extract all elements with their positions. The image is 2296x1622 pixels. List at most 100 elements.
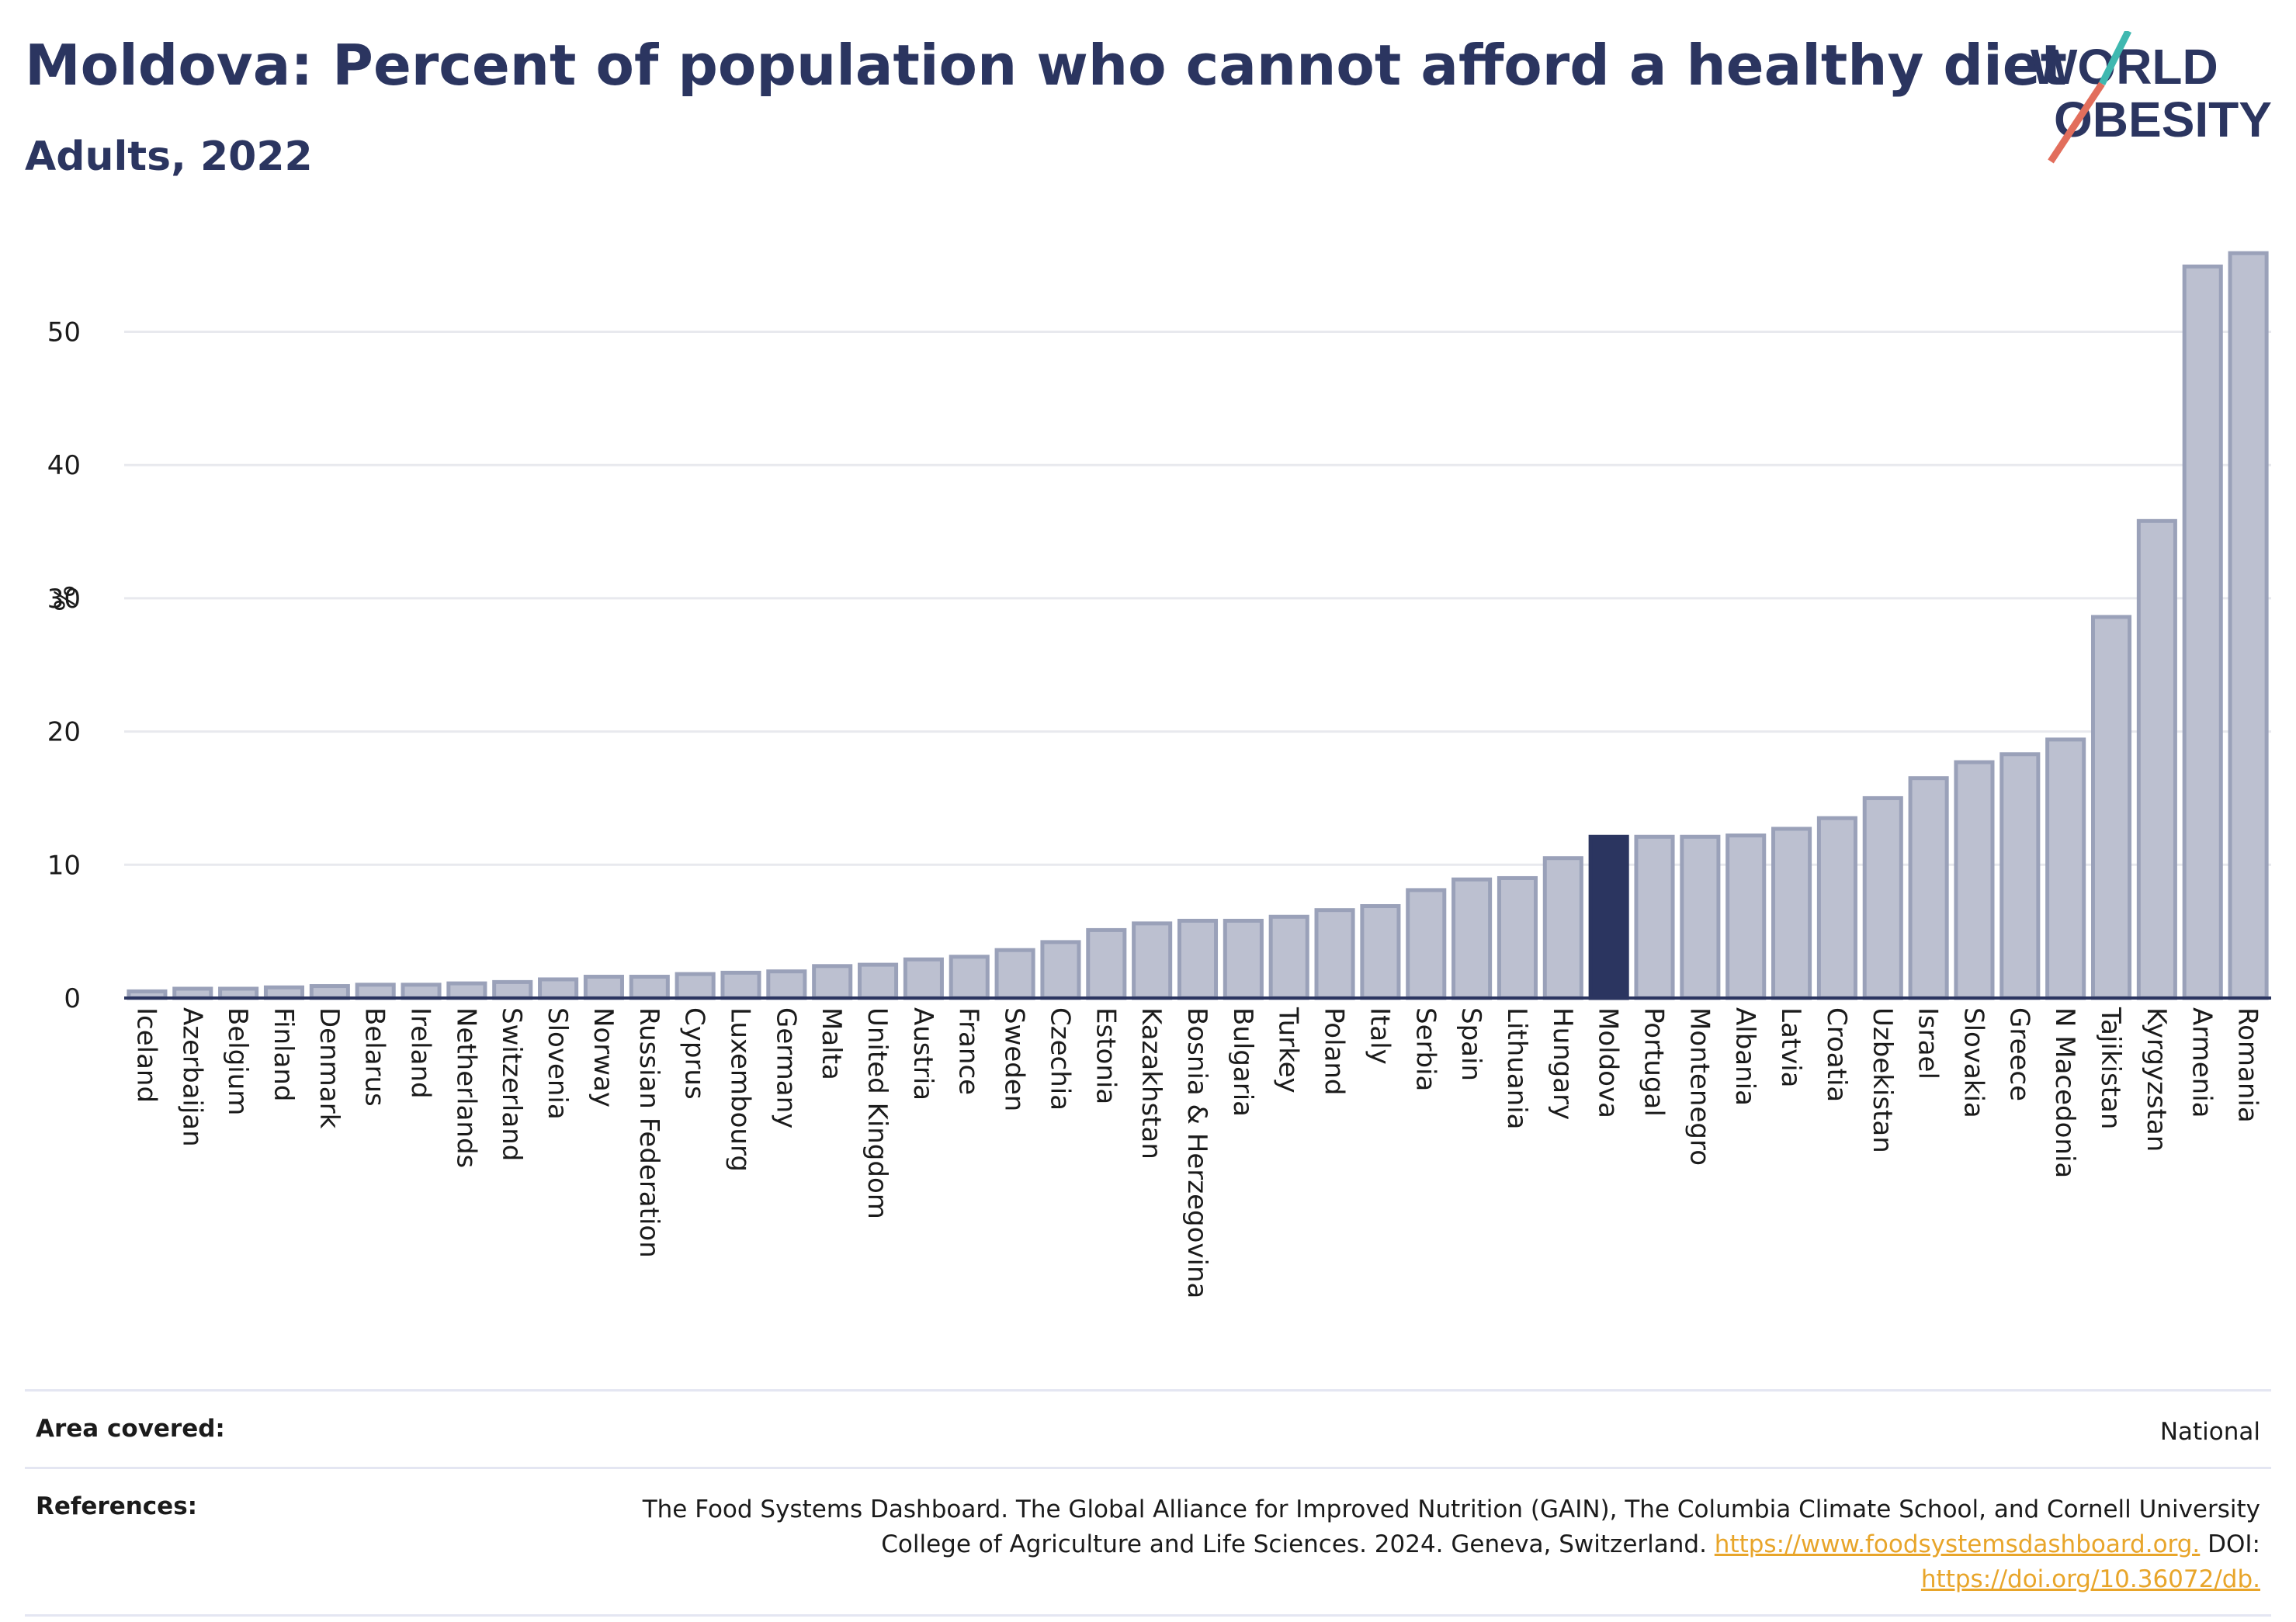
x-tick-label-kazakhstan: Kazakhstan — [1136, 1007, 1167, 1159]
logo-slash-top — [2098, 31, 2132, 86]
bar-lithuania — [1497, 875, 1538, 1000]
x-tick-label-estonia: Estonia — [1090, 1007, 1121, 1104]
y-tick-label-20: 20 — [47, 717, 81, 748]
bar-finland — [263, 985, 305, 1000]
bar-russian-federation — [629, 975, 670, 1000]
bar-uzbekistan — [1862, 795, 1903, 1000]
x-tick-label-croatia: Croatia — [1821, 1007, 1852, 1102]
bar-slovakia — [1954, 760, 1995, 1000]
x-tick-label-slovakia: Slovakia — [1958, 1007, 1989, 1118]
foodsystems-dashboard-link[interactable]: https://www.foodsystemsdashboard.org. — [1714, 1530, 2201, 1558]
y-axis-label: % — [47, 585, 79, 612]
bar-kazakhstan — [1132, 921, 1173, 1000]
y-tick-label-0: 0 — [64, 983, 81, 1014]
x-tick-label-serbia: Serbia — [1410, 1007, 1441, 1091]
bar-slovenia — [538, 977, 579, 1000]
x-tick-label-turkey: Turkey — [1273, 1007, 1304, 1093]
area-covered-row: Area covered: National — [25, 1389, 2271, 1467]
bar-chart: 0 10 20 30 40 50% Iceland Azerbaijan Belgium Finl… — [47, 251, 2271, 1298]
x-tick-label-norway: Norway — [588, 1007, 619, 1107]
y-tick-label-30: 30 — [47, 584, 81, 615]
x-tick-label-greece: Greece — [2003, 1007, 2034, 1101]
logo-word-world: WORLD — [2031, 39, 2218, 95]
bar-switzerland — [492, 979, 533, 1000]
reference-line-2-text: College of Agriculture and Life Sciences… — [881, 1530, 1707, 1558]
x-tick-label-armenia: Armenia — [2187, 1007, 2218, 1118]
bar-tajikistan — [2090, 615, 2132, 1000]
x-tick-label-bulgaria: Bulgaria — [1227, 1007, 1258, 1117]
x-tick-label-belarus: Belarus — [359, 1007, 390, 1107]
area-covered-label: Area covered: — [36, 1415, 225, 1443]
bar-romania — [2228, 251, 2269, 1000]
chart-subtitle: Adults, 2022 — [25, 133, 313, 180]
world-obesity-logo: WORLD OBESITY — [2031, 31, 2272, 164]
x-tick-label-united-kingdom: United Kingdom — [862, 1007, 893, 1219]
x-tick-label-germany: Germany — [770, 1007, 801, 1128]
bar-hungary — [1542, 856, 1583, 1000]
x-tick-label-czechia: Czechia — [1044, 1007, 1075, 1111]
area-covered-value: National — [2159, 1418, 2260, 1446]
bar-bulgaria — [1223, 918, 1264, 1000]
bar-denmark — [309, 984, 350, 1000]
x-tick-label-romania: Romania — [2232, 1007, 2263, 1123]
bar-israel — [1908, 776, 1949, 1000]
bar-luxembourg — [720, 970, 761, 1000]
y-tick-label-50: 50 — [47, 317, 81, 348]
bar-latvia — [1771, 827, 1812, 1000]
y-tick-label-40: 40 — [47, 450, 81, 481]
reference-line-2: College of Agriculture and Life Sciences… — [643, 1527, 2260, 1562]
x-tick-label-uzbekistan: Uzbekistan — [1867, 1007, 1898, 1153]
doi-label: DOI: — [2208, 1530, 2260, 1558]
reference-line-1: The Food Systems Dashboard. The Global A… — [642, 1495, 2260, 1523]
bar-united-kingdom — [858, 962, 899, 1000]
x-tick-label-ireland: Ireland — [405, 1007, 436, 1099]
x-tick-label-moldova: Moldova — [1593, 1007, 1624, 1118]
bar-ireland — [401, 983, 442, 1000]
bar-kyrgyzstan — [2136, 518, 2177, 1000]
x-tick-label-hungary: Hungary — [1547, 1007, 1578, 1120]
bar-estonia — [1086, 927, 1127, 1000]
y-tick-label-10: 10 — [47, 850, 81, 881]
x-tick-label-bosnia-herzegovina: Bosnia & Herzegovina — [1181, 1007, 1212, 1298]
bar-germany — [766, 969, 807, 1000]
bar-albania — [1725, 834, 1767, 1000]
x-tick-label-sweden: Sweden — [999, 1007, 1030, 1111]
bar-bosnia-herzegovina — [1177, 918, 1219, 1000]
x-tick-label-lithuania: Lithuania — [1501, 1007, 1532, 1129]
bar-austria — [903, 957, 944, 1000]
x-tick-label-albania: Albania — [1729, 1007, 1760, 1106]
references-text: The Food Systems Dashboard. The Global A… — [643, 1492, 2260, 1597]
x-tick-label-slovenia: Slovenia — [542, 1007, 573, 1120]
doi-link[interactable]: https://doi.org/10.36072/db. — [1920, 1565, 2260, 1593]
references-label: References: — [36, 1492, 198, 1520]
x-tick-label-austria: Austria — [907, 1007, 938, 1100]
bar-serbia — [1406, 888, 1447, 1000]
x-tick-label-finland: Finland — [268, 1007, 299, 1102]
bar-italy — [1360, 904, 1401, 1000]
reference-line-3: https://doi.org/10.36072/db. — [643, 1562, 2260, 1597]
bar-greece — [1999, 752, 2041, 1000]
x-tick-label-malta: Malta — [816, 1007, 847, 1080]
bar-poland — [1314, 908, 1355, 1000]
x-tick-label-poland: Poland — [1319, 1007, 1350, 1096]
chart-title: Moldova: Percent of population who canno… — [25, 33, 2068, 98]
x-tick-label-cyprus: Cyprus — [679, 1007, 710, 1100]
x-tick-label-switzerland: Switzerland — [496, 1007, 527, 1161]
bar-portugal — [1634, 834, 1675, 1000]
bar-sweden — [994, 948, 1035, 1000]
bar-czechia — [1040, 940, 1081, 1000]
x-tick-label-russian-federation: Russian Federation — [633, 1007, 664, 1258]
x-tick-label-israel: Israel — [1913, 1007, 1944, 1080]
bar-norway — [583, 975, 624, 1000]
bar-netherlands — [446, 981, 487, 1000]
bar-belarus — [355, 983, 396, 1000]
bar-croatia — [1816, 816, 1857, 1000]
bar-armenia — [2182, 264, 2223, 1000]
bar-moldova — [1588, 834, 1629, 1000]
bar-spain — [1451, 877, 1493, 1000]
x-tick-label-spain: Spain — [1455, 1007, 1486, 1081]
x-tick-label-portugal: Portugal — [1639, 1007, 1670, 1117]
x-tick-label-luxembourg: Luxembourg — [724, 1007, 755, 1172]
bar-malta — [812, 964, 853, 1000]
bar-cyprus — [675, 972, 716, 1000]
